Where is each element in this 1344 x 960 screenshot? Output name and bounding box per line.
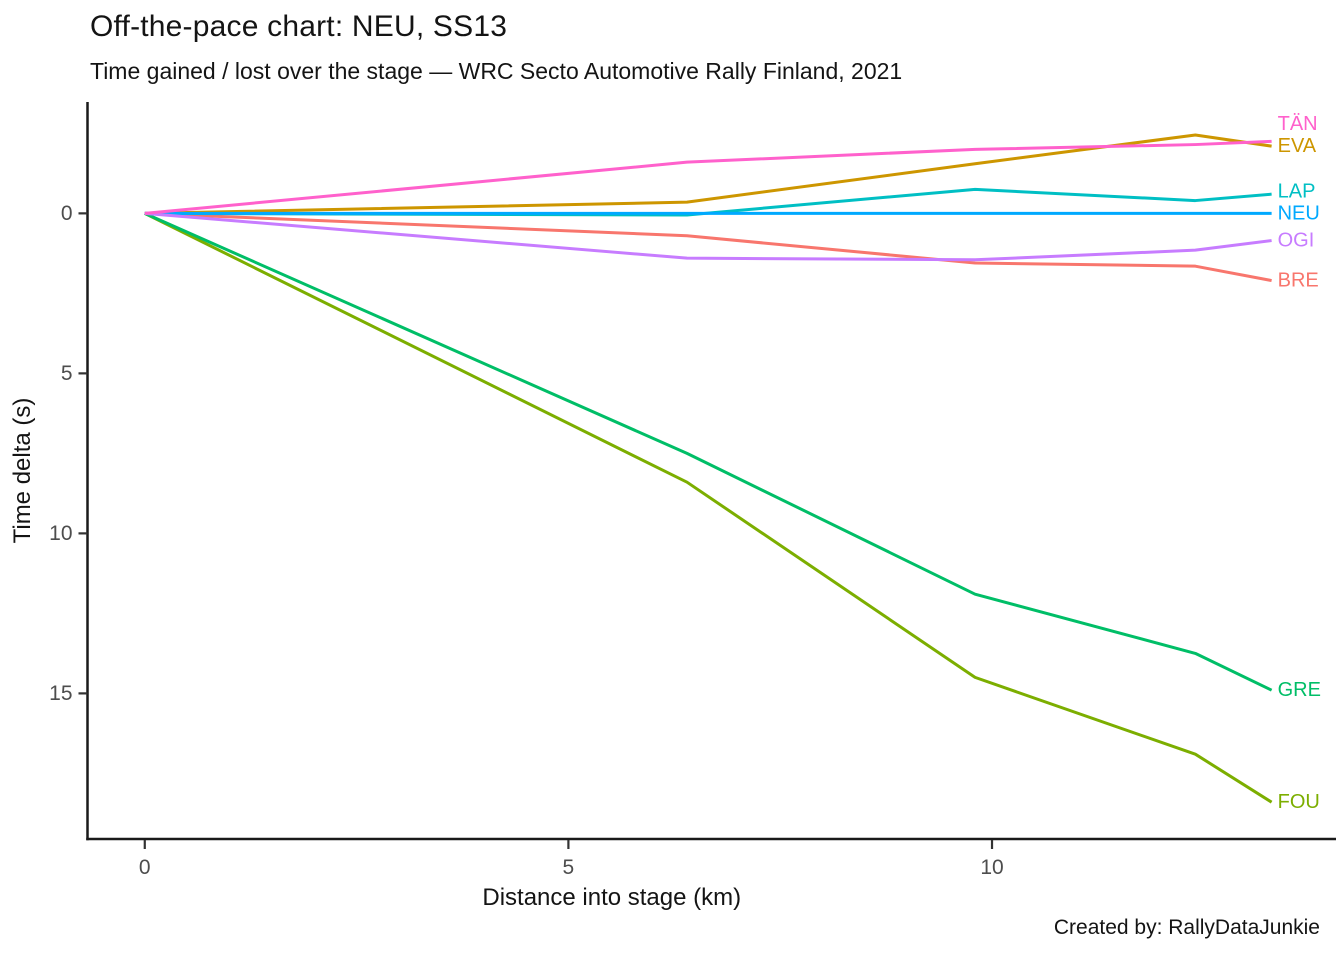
series-line-OGI xyxy=(144,211,1272,262)
series-line-GRE xyxy=(144,211,1273,692)
series-label-LAP: LAP xyxy=(1278,180,1316,202)
series-label-GRE: GRE xyxy=(1278,679,1321,701)
series-label-NEU: NEU xyxy=(1278,202,1320,224)
y-axis-title: Time delta (s) xyxy=(9,398,36,544)
chart-title: Off-the-pace chart: NEU, SS13 xyxy=(90,10,508,43)
y-axis-tick-label: 0 xyxy=(61,202,73,225)
series-line-TÄN xyxy=(144,139,1272,215)
y-axis-tick-label: 10 xyxy=(49,522,72,545)
y-axis-tick-label: 15 xyxy=(49,682,72,705)
x-axis-tick-label: 10 xyxy=(980,856,1003,879)
chart-subtitle: Time gained / lost over the stage — WRC … xyxy=(90,58,903,84)
series-label-BRE: BRE xyxy=(1278,270,1319,292)
x-axis-title: Distance into stage (km) xyxy=(482,884,741,911)
series-line-BRE xyxy=(144,211,1272,283)
x-axis-tick-label: 0 xyxy=(139,856,151,879)
series-line-FOU xyxy=(144,212,1273,804)
series-label-EVA: EVA xyxy=(1278,135,1317,157)
x-axis-tick-label: 5 xyxy=(563,856,575,879)
series-label-OGI: OGI xyxy=(1278,230,1315,252)
series-line-EVA xyxy=(144,133,1272,215)
chart-caption: Created by: RallyDataJunkie xyxy=(1053,916,1320,939)
series-label-TÄN: TÄN xyxy=(1278,113,1318,135)
series-label-FOU: FOU xyxy=(1278,791,1320,813)
y-axis-tick-label: 5 xyxy=(61,362,73,385)
